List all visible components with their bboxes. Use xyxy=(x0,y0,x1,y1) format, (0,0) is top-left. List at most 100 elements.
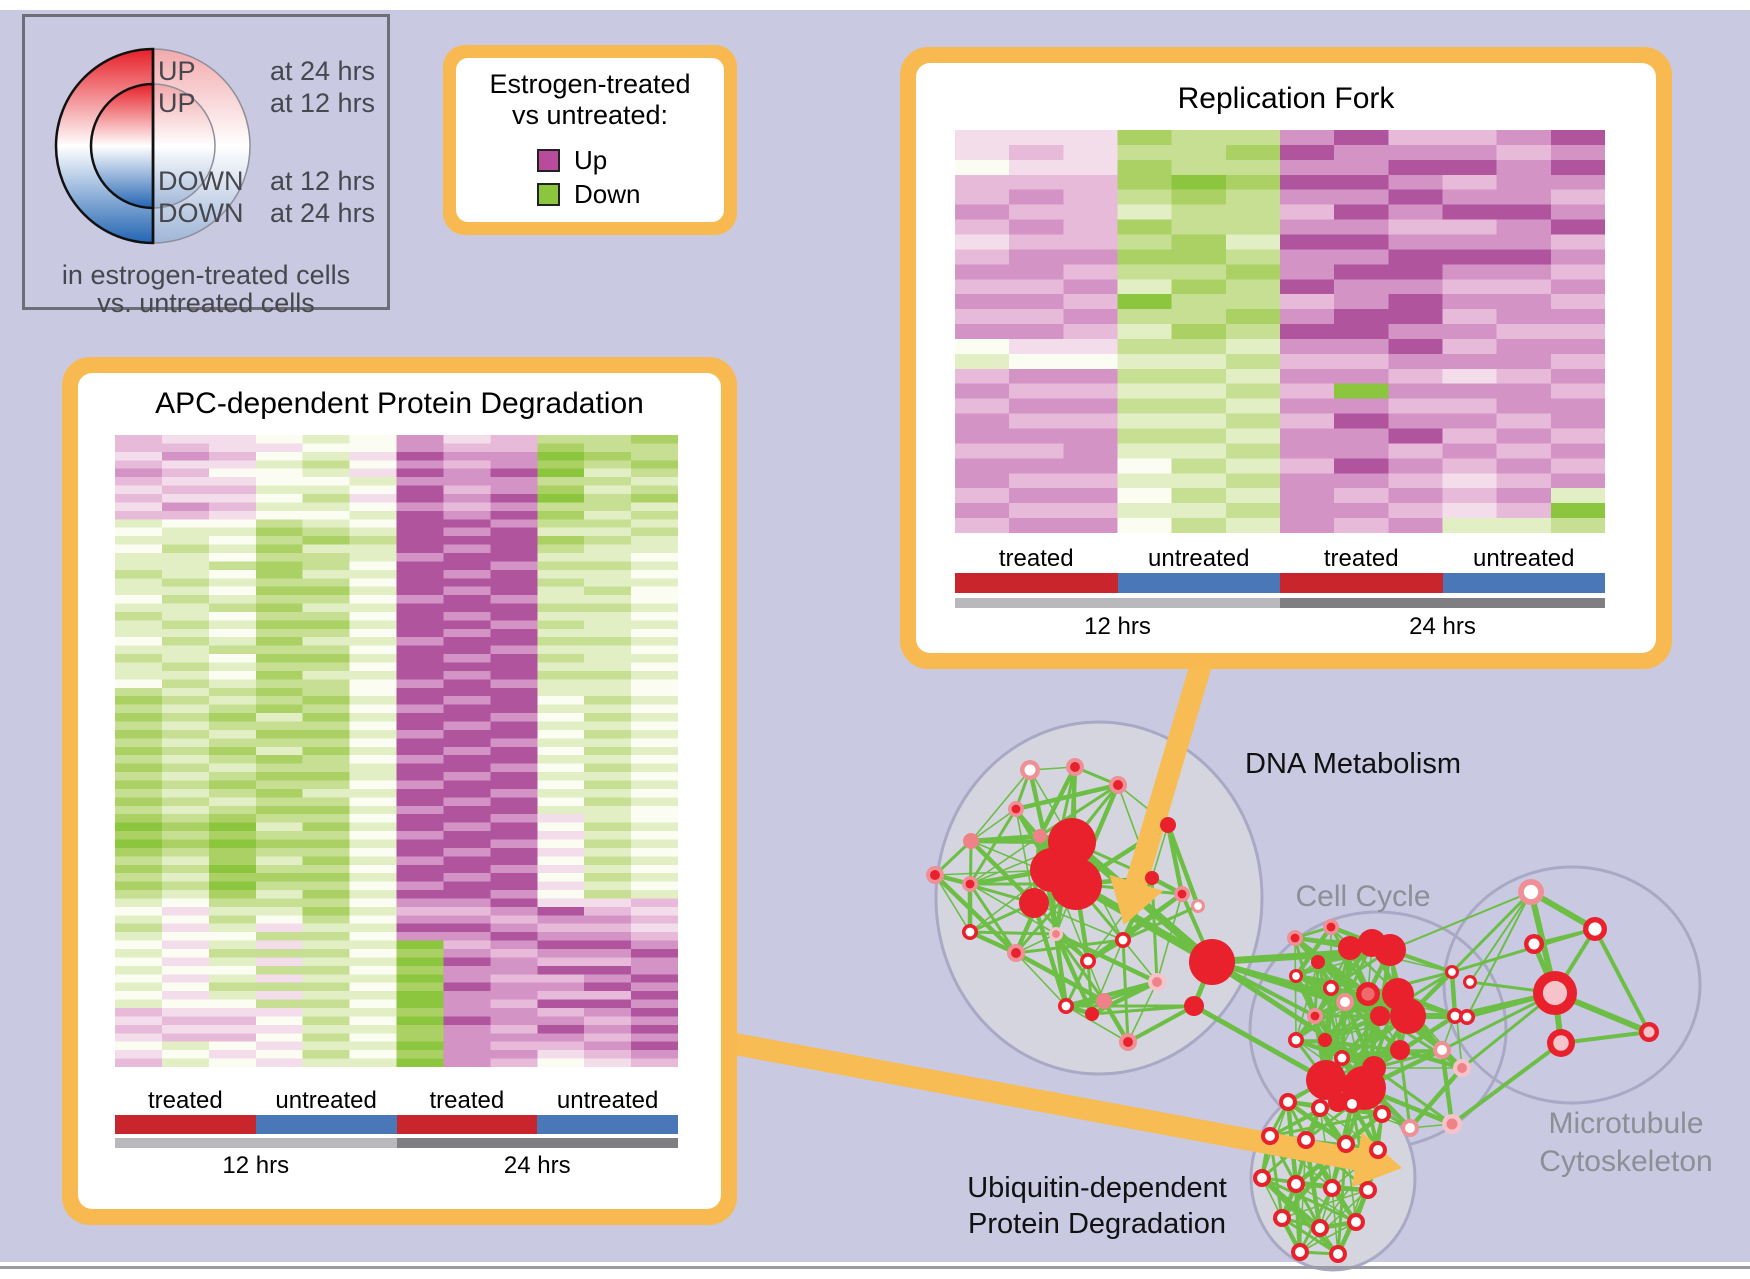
microtubule-cytoskeleton-label: Microtubule Cytoskeleton xyxy=(1539,1107,1713,1178)
annotation-arrow xyxy=(1109,644,1217,925)
network-edge xyxy=(1295,961,1319,1041)
gene-node-center xyxy=(1024,764,1036,776)
treated-bar-segment xyxy=(396,1115,538,1134)
ubiquitin-degradation-label: Ubiquitin-dependent Protein Degradation xyxy=(967,1172,1227,1240)
gene-node-center xyxy=(1123,1037,1133,1047)
network-edge xyxy=(1281,1189,1369,1219)
gene-node-center xyxy=(1405,1123,1415,1133)
gene-node-center xyxy=(1462,1012,1472,1022)
gene-node xyxy=(1390,1040,1410,1060)
gene-node xyxy=(1328,1092,1348,1112)
time-label: 12 hrs xyxy=(1084,613,1151,640)
time-label: 24 hrs xyxy=(1409,613,1476,640)
network-edge xyxy=(1450,890,1533,974)
gene-node-center xyxy=(1177,889,1187,899)
network-edge xyxy=(970,769,1031,842)
annotation-arrow xyxy=(733,1033,1402,1188)
network-edge xyxy=(969,835,1041,885)
gene-node-center xyxy=(1291,1035,1301,1045)
gene-node-center xyxy=(1315,1223,1325,1233)
network-edge xyxy=(1065,1005,1129,1043)
apc-group-labels: treated untreated treated untreated xyxy=(115,1087,678,1115)
gene-node-center xyxy=(1450,1011,1460,1021)
gene-node-center xyxy=(1326,983,1336,993)
rf-condition-bar xyxy=(955,573,1605,593)
time-label: 12 hrs xyxy=(222,1152,290,1179)
gene-node xyxy=(963,833,979,849)
gene-node-center xyxy=(1011,948,1021,958)
gene-node-center xyxy=(1310,1011,1320,1021)
network-edge xyxy=(1165,824,1201,907)
network-edge xyxy=(1122,939,1158,983)
network-edge xyxy=(1469,891,1532,983)
gene-node-center xyxy=(1553,1035,1569,1051)
gene-node-center xyxy=(1363,1185,1373,1195)
gene-node-center xyxy=(1301,1135,1311,1145)
gene-node-center xyxy=(1542,980,1568,1006)
gene-node xyxy=(1189,939,1235,985)
gene-node-center xyxy=(1327,1183,1337,1193)
legend-item-up: Up xyxy=(537,145,607,176)
up-label: Up xyxy=(574,145,608,175)
rf-time-labels: 12 hrs 24 hrs xyxy=(955,613,1605,641)
network-edge xyxy=(1399,1014,1456,1052)
time-label: 24 hrs xyxy=(503,1152,571,1179)
network-edge xyxy=(1053,933,1095,1015)
rf-time-bar xyxy=(955,598,1605,608)
network-edge xyxy=(968,808,1018,885)
network-edge xyxy=(1593,928,1651,1033)
gene-node-center xyxy=(1061,1001,1071,1011)
legend-time-down12: at 12 hrs xyxy=(270,166,376,196)
network-edge xyxy=(1127,981,1158,1043)
gene-node xyxy=(1374,934,1406,966)
untreated-bar-segment xyxy=(255,1115,397,1134)
gene-node xyxy=(1085,1007,1099,1021)
gene-node-center xyxy=(1326,922,1336,932)
network-edge xyxy=(934,874,971,933)
gene-node-center xyxy=(1347,1099,1357,1109)
legend-item-down: Down xyxy=(537,179,640,210)
apc-time-labels: 12 hrs 24 hrs xyxy=(115,1152,678,1180)
gene-node xyxy=(1033,829,1047,843)
network-edge xyxy=(1053,933,1069,1007)
network-edge xyxy=(1121,939,1130,1043)
condition-group-label: treated xyxy=(148,1087,223,1114)
time-bar-segment xyxy=(955,598,1280,608)
gene-node-center xyxy=(1643,1026,1655,1038)
gene-node xyxy=(1362,1056,1386,1080)
gene-node-center xyxy=(1011,804,1021,814)
time-bar-segment xyxy=(1280,598,1605,608)
network-edge xyxy=(1299,1189,1369,1253)
network-edge xyxy=(1324,1013,1381,1043)
condition-group-label: untreated xyxy=(1473,545,1575,572)
condition-group-label: treated xyxy=(429,1087,505,1114)
time-bar-segment xyxy=(115,1138,397,1148)
gene-node xyxy=(1184,996,1204,1016)
gene-node-center xyxy=(1466,978,1474,986)
gene-node-center xyxy=(1340,997,1350,1007)
rf-panel-title: Replication Fork xyxy=(1177,82,1395,115)
gene-node xyxy=(1096,993,1112,1009)
up-color-swatch xyxy=(537,149,560,172)
network-edge xyxy=(1151,824,1169,879)
treated-bar-segment xyxy=(1280,573,1443,593)
estrogen-color-legend: Estrogen-treated vs untreated: Up Down xyxy=(443,45,737,235)
network-edge xyxy=(1373,1066,1453,1126)
gene-node-center xyxy=(1337,1053,1347,1063)
dna-metabolism-label: DNA Metabolism xyxy=(1245,748,1461,780)
gene-node xyxy=(1370,1006,1390,1026)
gene-node xyxy=(1145,871,1159,885)
network-edge xyxy=(1015,808,1035,904)
concentric-circle-glyph xyxy=(54,47,251,245)
gene-node-center xyxy=(1523,884,1539,900)
condition-group-label: untreated xyxy=(556,1087,659,1114)
gene-node-center xyxy=(1052,930,1060,938)
gene-node-center xyxy=(1291,1179,1301,1189)
network-edge xyxy=(968,883,1018,954)
gene-node-center xyxy=(965,927,975,937)
gene-node-center xyxy=(1292,972,1300,980)
untreated-bar-segment xyxy=(1442,573,1605,593)
cluster-ellipse-mt xyxy=(1442,865,1702,1105)
legend-time-up24: at 24 hrs xyxy=(270,56,376,86)
gene-node-center xyxy=(1588,922,1602,936)
